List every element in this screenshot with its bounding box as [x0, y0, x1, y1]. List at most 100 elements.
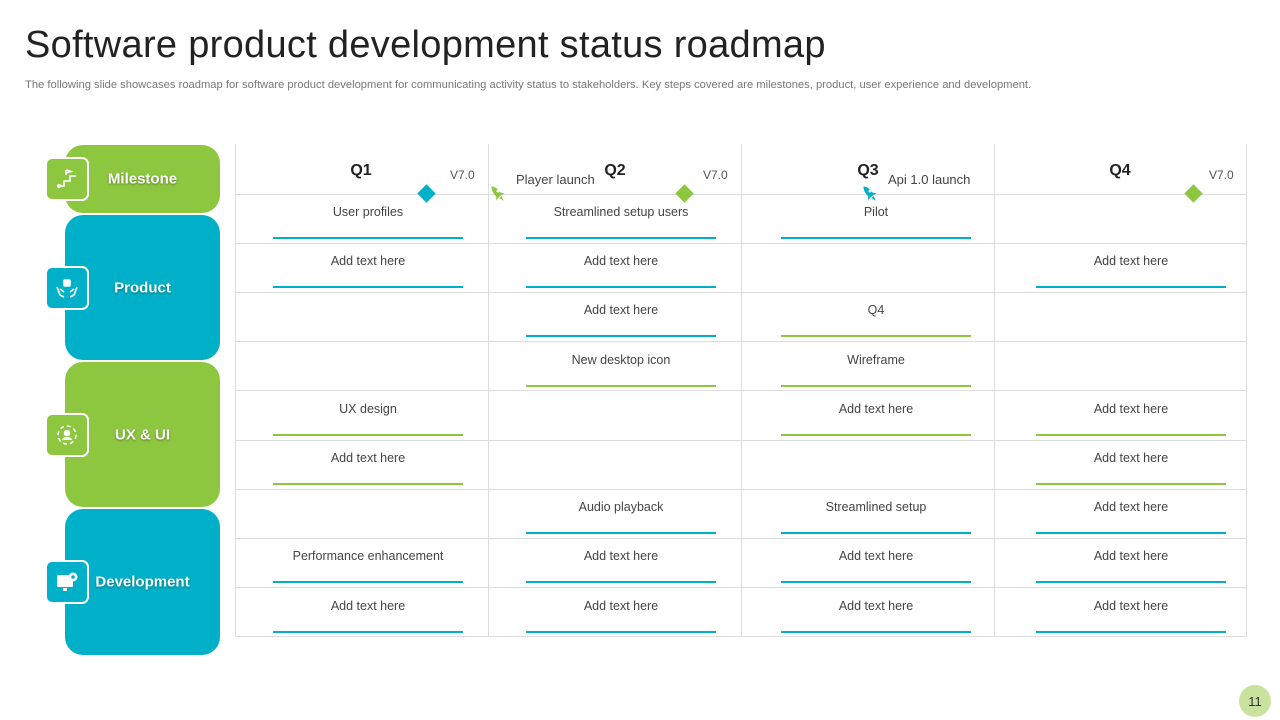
development-icon-box — [45, 560, 89, 604]
cell-underline — [273, 483, 463, 485]
cell-text: Add text here — [1093, 599, 1169, 613]
roadmap-cell: Add text here — [781, 402, 971, 436]
category-ux: UX & UI — [65, 362, 220, 507]
version-label: V7.0 — [450, 168, 475, 182]
roadmap-cell: Add text here — [526, 599, 716, 633]
cell-underline — [781, 581, 971, 583]
cell-text: Streamlined setup users — [553, 205, 689, 219]
cell-text: Add text here — [583, 303, 659, 317]
roadmap-cell: Add text here — [1036, 500, 1226, 534]
cell-text: Q4 — [867, 303, 885, 317]
roadmap-cell: User profiles — [273, 205, 463, 239]
category-label: Development — [95, 573, 190, 591]
cell-text: Add text here — [583, 599, 659, 613]
roadmap-cell: New desktop icon — [526, 353, 716, 387]
grid-line — [235, 489, 1247, 490]
cell-text: Add text here — [583, 549, 659, 563]
roadmap-cell: UX design — [273, 402, 463, 436]
category-label: Product — [114, 279, 171, 296]
cell-text: Add text here — [1093, 254, 1169, 268]
roadmap-cell: Add text here — [781, 549, 971, 583]
cell-underline — [781, 434, 971, 436]
cell-underline — [781, 532, 971, 534]
cell-underline — [273, 581, 463, 583]
cell-underline — [781, 237, 971, 239]
cell-underline — [526, 631, 716, 633]
cell-text: Add text here — [1093, 402, 1169, 416]
roadmap-cell: Add text here — [1036, 254, 1226, 288]
grid-line — [235, 194, 1247, 195]
category-product: Product — [65, 215, 220, 360]
roadmap-cell: Streamlined setup — [781, 500, 971, 534]
product-icon-box — [45, 266, 89, 310]
cell-text: Add text here — [1093, 451, 1169, 465]
cell-underline — [273, 237, 463, 239]
cell-underline — [781, 335, 971, 337]
roadmap-cell: Streamlined setup users — [526, 205, 716, 239]
grid-line — [235, 390, 1247, 391]
roadmap-cell: Add text here — [526, 303, 716, 337]
cell-text: Add text here — [1093, 500, 1169, 514]
roadmap-cell: Add text here — [1036, 549, 1226, 583]
cell-text: Add text here — [330, 599, 406, 613]
cell-underline — [1036, 286, 1226, 288]
cell-underline — [273, 434, 463, 436]
cell-text: Add text here — [1093, 549, 1169, 563]
cell-underline — [1036, 483, 1226, 485]
roadmap-cell: Wireframe — [781, 353, 971, 387]
roadmap-cell: Performance enhancement — [273, 549, 463, 583]
roadmap-cell: Q4 — [781, 303, 971, 337]
cell-text: Add text here — [330, 451, 406, 465]
grid-line — [235, 636, 1247, 637]
rocket-icon — [863, 186, 877, 201]
cell-underline — [781, 385, 971, 387]
cell-underline — [526, 581, 716, 583]
cell-underline — [526, 237, 716, 239]
category-milestone: Milestone — [65, 145, 220, 213]
roadmap-grid — [235, 144, 1247, 637]
cell-underline — [1036, 631, 1226, 633]
cell-text: Audio playback — [578, 500, 664, 514]
cell-text: User profiles — [332, 205, 404, 219]
cell-text: UX design — [339, 402, 397, 416]
roadmap-cell: Add text here — [1036, 402, 1226, 436]
quarter-header-q3: Q3 — [857, 162, 879, 179]
roadmap-cell: Add text here — [526, 549, 716, 583]
roadmap-cell: Add text here — [1036, 451, 1226, 485]
grid-line — [235, 243, 1247, 244]
roadmap-cell: Add text here — [526, 254, 716, 288]
grid-line — [235, 538, 1247, 539]
launch-label-player: Player launch — [516, 172, 595, 187]
version-label: V7.0 — [703, 168, 728, 182]
roadmap-cell: Add text here — [1036, 599, 1226, 633]
page-title: Software product development status road… — [25, 24, 826, 66]
cell-text: Performance enhancement — [292, 549, 444, 563]
cell-underline — [1036, 581, 1226, 583]
hands-icon — [56, 279, 78, 298]
roadmap-cell: Add text here — [273, 254, 463, 288]
cell-underline — [526, 335, 716, 337]
cell-underline — [1036, 532, 1226, 534]
cell-underline — [526, 385, 716, 387]
roadmap-cell: Add text here — [273, 451, 463, 485]
category-development: Development — [65, 509, 220, 655]
milestone-icon-box — [45, 157, 89, 201]
roadmap-cell: Audio playback — [526, 500, 716, 534]
cell-underline — [273, 631, 463, 633]
cell-text: Add text here — [838, 402, 914, 416]
cell-text: Add text here — [838, 599, 914, 613]
quarter-header-q1: Q1 — [350, 162, 372, 179]
cell-text: Wireframe — [847, 353, 905, 367]
cell-text: New desktop icon — [571, 353, 671, 367]
cell-underline — [781, 631, 971, 633]
ux-icon-box — [45, 413, 89, 457]
version-label: V7.0 — [1209, 168, 1234, 182]
grid-line — [235, 440, 1247, 441]
cell-text: Pilot — [863, 205, 889, 219]
page-number: 11 — [1239, 685, 1271, 717]
milestone-icon — [56, 169, 76, 189]
cell-underline — [526, 532, 716, 534]
cell-text: Add text here — [330, 254, 406, 268]
roadmap-cell: Pilot — [781, 205, 971, 239]
roadmap-cell: Add text here — [781, 599, 971, 633]
